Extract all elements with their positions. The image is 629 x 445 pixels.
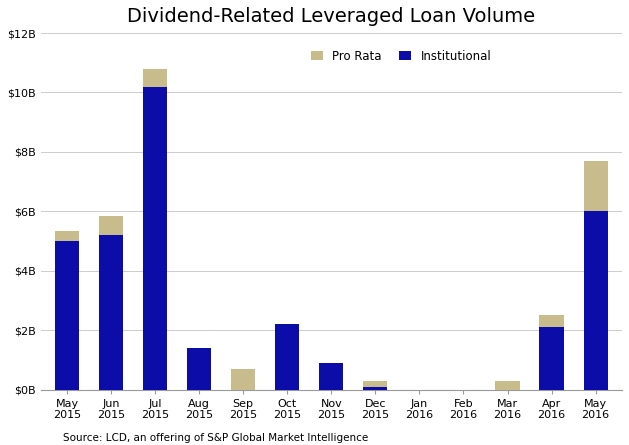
Bar — [99, 216, 123, 235]
Bar — [540, 316, 564, 327]
Legend: Pro Rata, Institutional: Pro Rata, Institutional — [311, 50, 491, 63]
Bar — [187, 348, 211, 390]
Bar — [319, 363, 343, 390]
Bar — [540, 327, 564, 390]
Bar — [143, 69, 167, 86]
Bar — [496, 381, 520, 390]
Bar — [99, 235, 123, 390]
Title: Dividend-Related Leveraged Loan Volume: Dividend-Related Leveraged Loan Volume — [127, 7, 535, 26]
Text: Source: LCD, an offering of S&P Global Market Intelligence: Source: LCD, an offering of S&P Global M… — [63, 433, 368, 443]
Bar — [584, 211, 608, 390]
Bar — [55, 241, 79, 390]
Bar — [363, 381, 387, 387]
Bar — [275, 324, 299, 390]
Bar — [55, 231, 79, 241]
Bar — [363, 387, 387, 390]
Bar — [584, 161, 608, 211]
Bar — [231, 369, 255, 390]
Bar — [143, 86, 167, 390]
